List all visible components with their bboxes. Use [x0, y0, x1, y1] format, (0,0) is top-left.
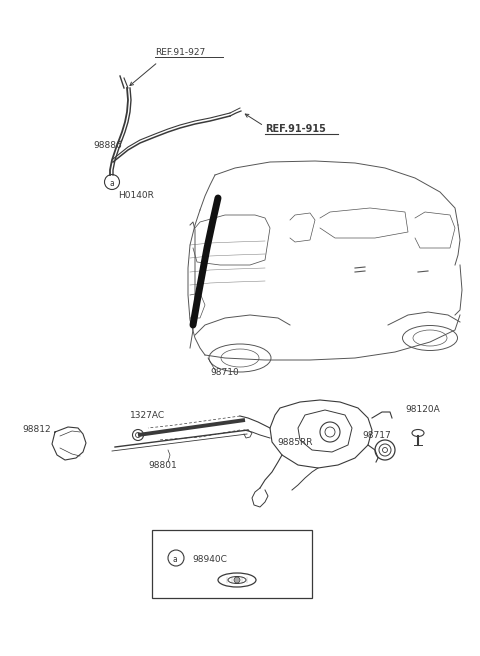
Text: 9885RR: 9885RR	[277, 438, 312, 447]
Text: 98710: 98710	[210, 368, 239, 377]
Text: a: a	[172, 555, 177, 564]
Text: 98120A: 98120A	[405, 405, 440, 414]
Text: H0140R: H0140R	[118, 191, 154, 200]
Text: 98717: 98717	[362, 431, 391, 440]
Text: 98812: 98812	[22, 425, 50, 434]
Text: 98801: 98801	[148, 461, 177, 470]
Text: REF.91-927: REF.91-927	[155, 48, 205, 57]
Text: 98940C: 98940C	[192, 555, 227, 564]
Text: 98886: 98886	[93, 141, 122, 150]
Bar	[152, 530, 312, 598]
Text: REF.91-915: REF.91-915	[265, 124, 326, 134]
Text: 1327AC: 1327AC	[130, 411, 165, 420]
Text: a: a	[109, 178, 114, 188]
Circle shape	[234, 577, 240, 583]
